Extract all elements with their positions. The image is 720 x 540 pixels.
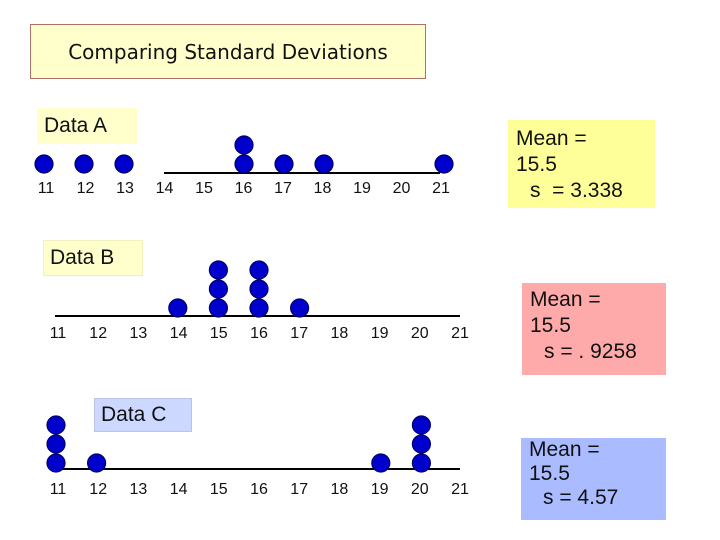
- data-b-tick-label: 12: [89, 325, 107, 342]
- data-c-dot: [46, 453, 66, 473]
- data-b-label: Data B: [43, 240, 143, 276]
- data-a-tick-label: 20: [393, 180, 411, 197]
- data-b-dot: [249, 279, 269, 299]
- data-a-tick-label: 11: [38, 180, 55, 197]
- data-c-tick-label: 13: [130, 481, 148, 498]
- data-c-tick-label: 17: [290, 481, 308, 498]
- data-b-summary: Mean = 15.5 s = . 9258: [522, 283, 666, 375]
- data-a-tick-label: 21: [432, 180, 450, 197]
- data-a-sd: s = 3.338: [530, 179, 623, 202]
- data-a-mean-value: 15.5: [516, 153, 557, 176]
- data-a-tick-label: 19: [353, 180, 371, 197]
- data-c-dot: [411, 415, 431, 435]
- data-b-dot: [168, 298, 188, 318]
- data-b-dot: [208, 260, 228, 280]
- data-b-tick-label: 13: [130, 325, 148, 342]
- data-b-tick-label: 11: [50, 325, 67, 342]
- data-c-tick-label: 16: [250, 481, 268, 498]
- data-c-tick-label: 12: [89, 481, 107, 498]
- data-b-tick-label: 17: [290, 325, 308, 342]
- data-a-dot: [114, 154, 134, 174]
- data-a-dot: [434, 154, 454, 174]
- data-a-mean-label: Mean =: [516, 127, 587, 150]
- data-a-tick-label: 12: [77, 180, 95, 197]
- data-b-sd: s = . 9258: [544, 340, 637, 363]
- data-c-dot: [411, 453, 431, 473]
- data-c-label: Data C: [94, 398, 192, 432]
- data-a-tick-label: 13: [116, 180, 134, 197]
- data-a-dot: [34, 154, 54, 174]
- data-a-dot: [74, 154, 94, 174]
- data-c-dot: [46, 415, 66, 435]
- data-a-tick-label: 18: [314, 180, 332, 197]
- data-b-dot: [249, 260, 269, 280]
- data-a-label: Data A: [37, 108, 137, 144]
- diagram-title: Comparing Standard Deviations: [30, 24, 426, 79]
- data-c-mean-value: 15.5: [529, 462, 570, 485]
- data-b-tick-label: 18: [331, 325, 349, 342]
- data-b-dot: [208, 298, 228, 318]
- data-c-dot: [411, 434, 431, 454]
- data-a-tick-label: 15: [195, 180, 213, 197]
- data-b-tick-label: 16: [250, 325, 268, 342]
- data-c-summary: Mean = 15.5 s = 4.57: [521, 438, 666, 520]
- data-a-dot: [274, 154, 294, 174]
- data-b-mean-value: 15.5: [530, 314, 571, 337]
- data-c-tick-label: 18: [331, 481, 349, 498]
- data-a-dot: [234, 135, 254, 155]
- data-b-dot: [208, 279, 228, 299]
- data-c-tick-label: 19: [371, 481, 389, 498]
- data-c-sd: s = 4.57: [543, 486, 619, 509]
- data-c-tick-label: 15: [210, 481, 228, 498]
- data-b-tick-label: 19: [371, 325, 389, 342]
- data-a-summary: Mean = 15.5 s = 3.338: [508, 120, 655, 208]
- data-b-dot: [249, 298, 269, 318]
- data-c-tick-label: 21: [451, 481, 469, 498]
- data-b-tick-label: 21: [451, 325, 469, 342]
- data-c-tick-label: 14: [170, 481, 188, 498]
- data-c-dot: [46, 434, 66, 454]
- data-b-dot: [290, 298, 310, 318]
- data-b-tick-label: 15: [210, 325, 228, 342]
- data-c-mean-label: Mean =: [529, 438, 600, 461]
- data-c-tick-label: 11: [50, 481, 67, 498]
- data-a-dot: [314, 154, 334, 174]
- data-a-tick-label: 16: [235, 180, 253, 197]
- data-c-dot: [371, 453, 391, 473]
- data-a-dot: [234, 154, 254, 174]
- data-b-tick-label: 20: [411, 325, 429, 342]
- data-b-mean-label: Mean =: [530, 288, 601, 311]
- data-a-tick-label: 14: [156, 180, 174, 197]
- data-b-tick-label: 14: [170, 325, 188, 342]
- data-a-tick-label: 17: [274, 180, 292, 197]
- data-c-dot: [86, 453, 107, 473]
- data-c-tick-label: 20: [411, 481, 429, 498]
